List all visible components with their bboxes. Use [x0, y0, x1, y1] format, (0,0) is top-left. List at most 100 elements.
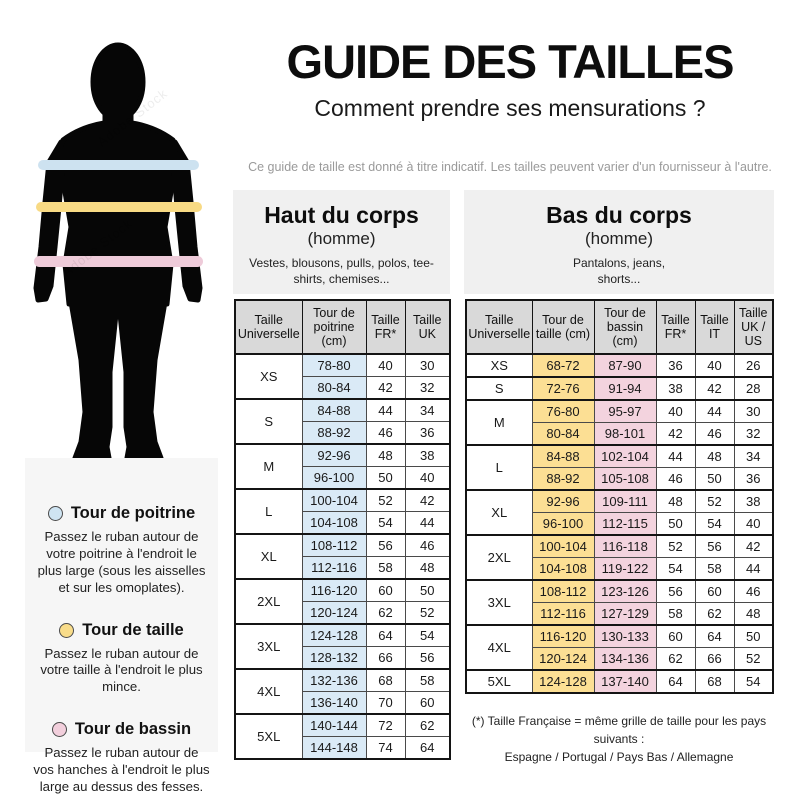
- table-cell: 38: [733, 489, 774, 513]
- size-label: 5XL: [234, 713, 303, 760]
- lower-body-size-table: Taille Universelle Tour de taille (cm) Tou…: [465, 299, 774, 694]
- table-cell: 72: [365, 713, 406, 737]
- table-row: 120-124 134-136 62 66 52: [466, 647, 774, 671]
- table-cell: 64: [404, 736, 451, 760]
- figure-torso: [56, 119, 180, 307]
- table-cell: 124-128: [531, 669, 595, 694]
- table-row: 2XL 100-104 116-118 52 56 42: [465, 534, 774, 581]
- table-row: 5XL 124-128 137-140 64 68 54: [465, 669, 774, 694]
- table-cell: 34: [733, 444, 774, 468]
- table-cell: 132-136: [301, 668, 367, 692]
- table-cell: 109-111: [593, 489, 657, 513]
- table-cell: 95-97: [593, 399, 657, 423]
- size-label: 4XL: [465, 624, 533, 671]
- legend-item-chest: Tour de poitrine Passez le ruban autour …: [33, 504, 210, 597]
- table-cell: 40: [404, 466, 451, 490]
- table-cell: 116-120: [531, 624, 595, 648]
- table-cell: 52: [655, 534, 696, 558]
- column-header: Taille UK: [404, 299, 451, 355]
- table-cell: 50: [404, 578, 451, 602]
- table-cell: 56: [365, 533, 406, 557]
- table-cell: 136-140: [301, 691, 367, 715]
- table-row: XL 92-96 109-111 48 52 38: [465, 489, 774, 536]
- table-cell: 60: [404, 691, 451, 715]
- table-cell: 40: [655, 399, 696, 423]
- table-cell: 64: [694, 624, 735, 648]
- table-cell: 127-129: [593, 602, 657, 626]
- upper-body-description: Vestes, blousons, pulls, polos, tee-shir…: [249, 256, 434, 286]
- table-cell: 44: [655, 444, 696, 468]
- table-cell: 56: [655, 579, 696, 603]
- figure-left-leg: [68, 299, 119, 461]
- column-header: Taille IT: [694, 299, 735, 355]
- table-cell: 60: [694, 579, 735, 603]
- table-cell: 26: [733, 353, 774, 378]
- table-row: XS 78-80 40 30: [234, 353, 451, 400]
- table-cell: 60: [655, 624, 696, 648]
- table-cell: 84-88: [301, 398, 367, 422]
- table-row: 3XL 108-112 123-126 56 60 46: [465, 579, 774, 626]
- size-label: M: [465, 399, 533, 446]
- page-title: GUIDE DES TAILLES: [286, 35, 735, 88]
- table-cell: 40: [694, 353, 735, 378]
- size-label: XS: [465, 353, 533, 378]
- column-header: Tour de bassin (cm): [593, 299, 657, 355]
- table-cell: 42: [404, 488, 451, 512]
- size-label: L: [234, 488, 303, 535]
- table-cell: 48: [655, 489, 696, 513]
- table-cell: 30: [733, 399, 774, 423]
- table-cell: 62: [365, 601, 406, 625]
- table-cell: 58: [694, 557, 735, 581]
- table-cell: 46: [404, 533, 451, 557]
- table-row: 112-116 58 48: [235, 556, 451, 580]
- table-cell: 102-104: [593, 444, 657, 468]
- table-cell: 84-88: [531, 444, 595, 468]
- table-cell: 50: [365, 466, 406, 490]
- table-row: 96-100 112-115 50 54 40: [466, 512, 774, 536]
- table-cell: 54: [655, 557, 696, 581]
- table-cell: 100-104: [531, 534, 595, 558]
- table-cell: 42: [655, 422, 696, 446]
- table-cell: 64: [365, 623, 406, 647]
- table-row: XL 108-112 56 46: [234, 533, 451, 580]
- table-row: XS 68-72 87-90 36 40 26: [465, 353, 774, 378]
- legend-chest-title: Tour de poitrine: [70, 504, 196, 522]
- table-cell: 62: [694, 602, 735, 626]
- table-cell: 52: [404, 601, 451, 625]
- table-cell: 36: [733, 467, 774, 491]
- lower-body-description: Pantalons, jeans, shorts...: [572, 256, 666, 286]
- measurement-legend: Tour de poitrine Passez le ruban autour …: [25, 458, 218, 794]
- table-cell: 38: [404, 443, 451, 467]
- hips-measure-band: [34, 256, 203, 267]
- lower-body-section-header: Bas du corps (homme) Pantalons, jeans, s…: [464, 190, 774, 294]
- table-row: S 84-88 44 34: [234, 398, 451, 445]
- size-label: 2XL: [465, 534, 533, 581]
- footnote-line-1: (*) Taille Française = même grille de ta…: [471, 714, 767, 746]
- table-row: 2XL 116-120 60 50: [234, 578, 451, 625]
- column-header: Tour de taille (cm): [531, 299, 595, 355]
- column-header: Taille Universelle: [465, 299, 533, 355]
- table-cell: 98-101: [593, 422, 657, 446]
- legend-item-waist: Tour de taille Passez le ruban autour de…: [33, 621, 210, 697]
- table-cell: 105-108: [593, 467, 657, 491]
- upper-body-section-header: Haut du corps (homme) Vestes, blousons, …: [233, 190, 450, 294]
- table-cell: 44: [694, 399, 735, 423]
- table-cell: 54: [365, 511, 406, 535]
- table-cell: 88-92: [301, 421, 367, 445]
- table-cell: 52: [733, 647, 774, 671]
- column-header: Taille FR*: [365, 299, 406, 355]
- table-cell: 48: [365, 443, 406, 467]
- table-cell: 120-124: [531, 647, 595, 671]
- table-cell: 58: [365, 556, 406, 580]
- size-label: 2XL: [234, 578, 303, 625]
- table-cell: 116-118: [593, 534, 657, 558]
- table-row: M 76-80 95-97 40 44 30: [465, 399, 774, 446]
- table-row: 88-92 105-108 46 50 36: [466, 467, 774, 491]
- table-cell: 128-132: [301, 646, 367, 670]
- table-row: 5XL 140-144 72 62: [234, 713, 451, 760]
- table-cell: 66: [694, 647, 735, 671]
- legend-hips-title: Tour de bassin: [74, 720, 192, 739]
- size-label: XL: [465, 489, 533, 536]
- table-row: 4XL 116-120 130-133 60 64 50: [465, 624, 774, 671]
